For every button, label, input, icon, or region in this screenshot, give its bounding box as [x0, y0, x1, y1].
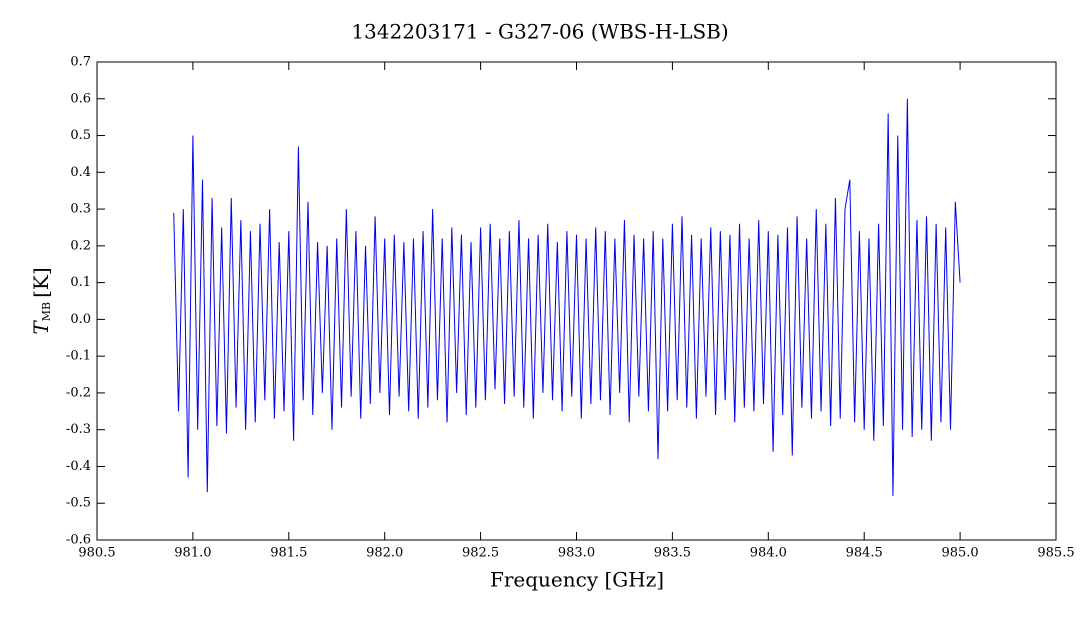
x-tick-label: 984.0 — [750, 546, 787, 561]
x-tick-label: 980.5 — [78, 546, 115, 561]
x-tick-label: 985.5 — [1037, 546, 1074, 561]
y-tick-label: -0.3 — [66, 422, 91, 437]
y-tick-label: 0.7 — [70, 55, 91, 70]
y-label-subscript: MB — [40, 302, 53, 321]
y-tick-label: -0.4 — [66, 459, 91, 474]
x-tick-label: 981.5 — [270, 546, 307, 561]
y-tick-label: -0.5 — [66, 496, 91, 511]
y-tick-label: -0.1 — [66, 349, 91, 364]
chart-title: 1342203171 - G327-06 (WBS-H-LSB) — [351, 20, 728, 44]
y-tick-label: 0.6 — [70, 91, 91, 106]
y-tick-label: 0.4 — [70, 165, 91, 180]
x-axis-label: Frequency [GHz] — [490, 568, 664, 592]
x-tick-label: 982.5 — [462, 546, 499, 561]
x-tick-label: 981.0 — [174, 546, 211, 561]
y-tick-label: 0.5 — [70, 128, 91, 143]
x-tick-label: 985.0 — [941, 546, 978, 561]
plot-frame — [96, 61, 1057, 541]
y-tick-label: 0.1 — [70, 275, 91, 290]
x-tick-label: 983.5 — [654, 546, 691, 561]
y-tick-label: 0.3 — [70, 202, 91, 217]
x-tick-label: 983.0 — [558, 546, 595, 561]
y-label-unit: [K] — [29, 267, 53, 298]
x-tick-label: 984.5 — [846, 546, 883, 561]
y-tick-label: 0.2 — [70, 238, 91, 253]
y-tick-label: -0.2 — [66, 385, 91, 400]
y-axis-label: TMB [K] — [29, 267, 54, 334]
spectrum-line — [173, 98, 961, 496]
y-tick-label: 0.0 — [70, 312, 91, 327]
x-tick-label: 982.0 — [366, 546, 403, 561]
y-label-symbol: T — [29, 320, 53, 335]
y-tick-label: -0.6 — [66, 533, 91, 548]
